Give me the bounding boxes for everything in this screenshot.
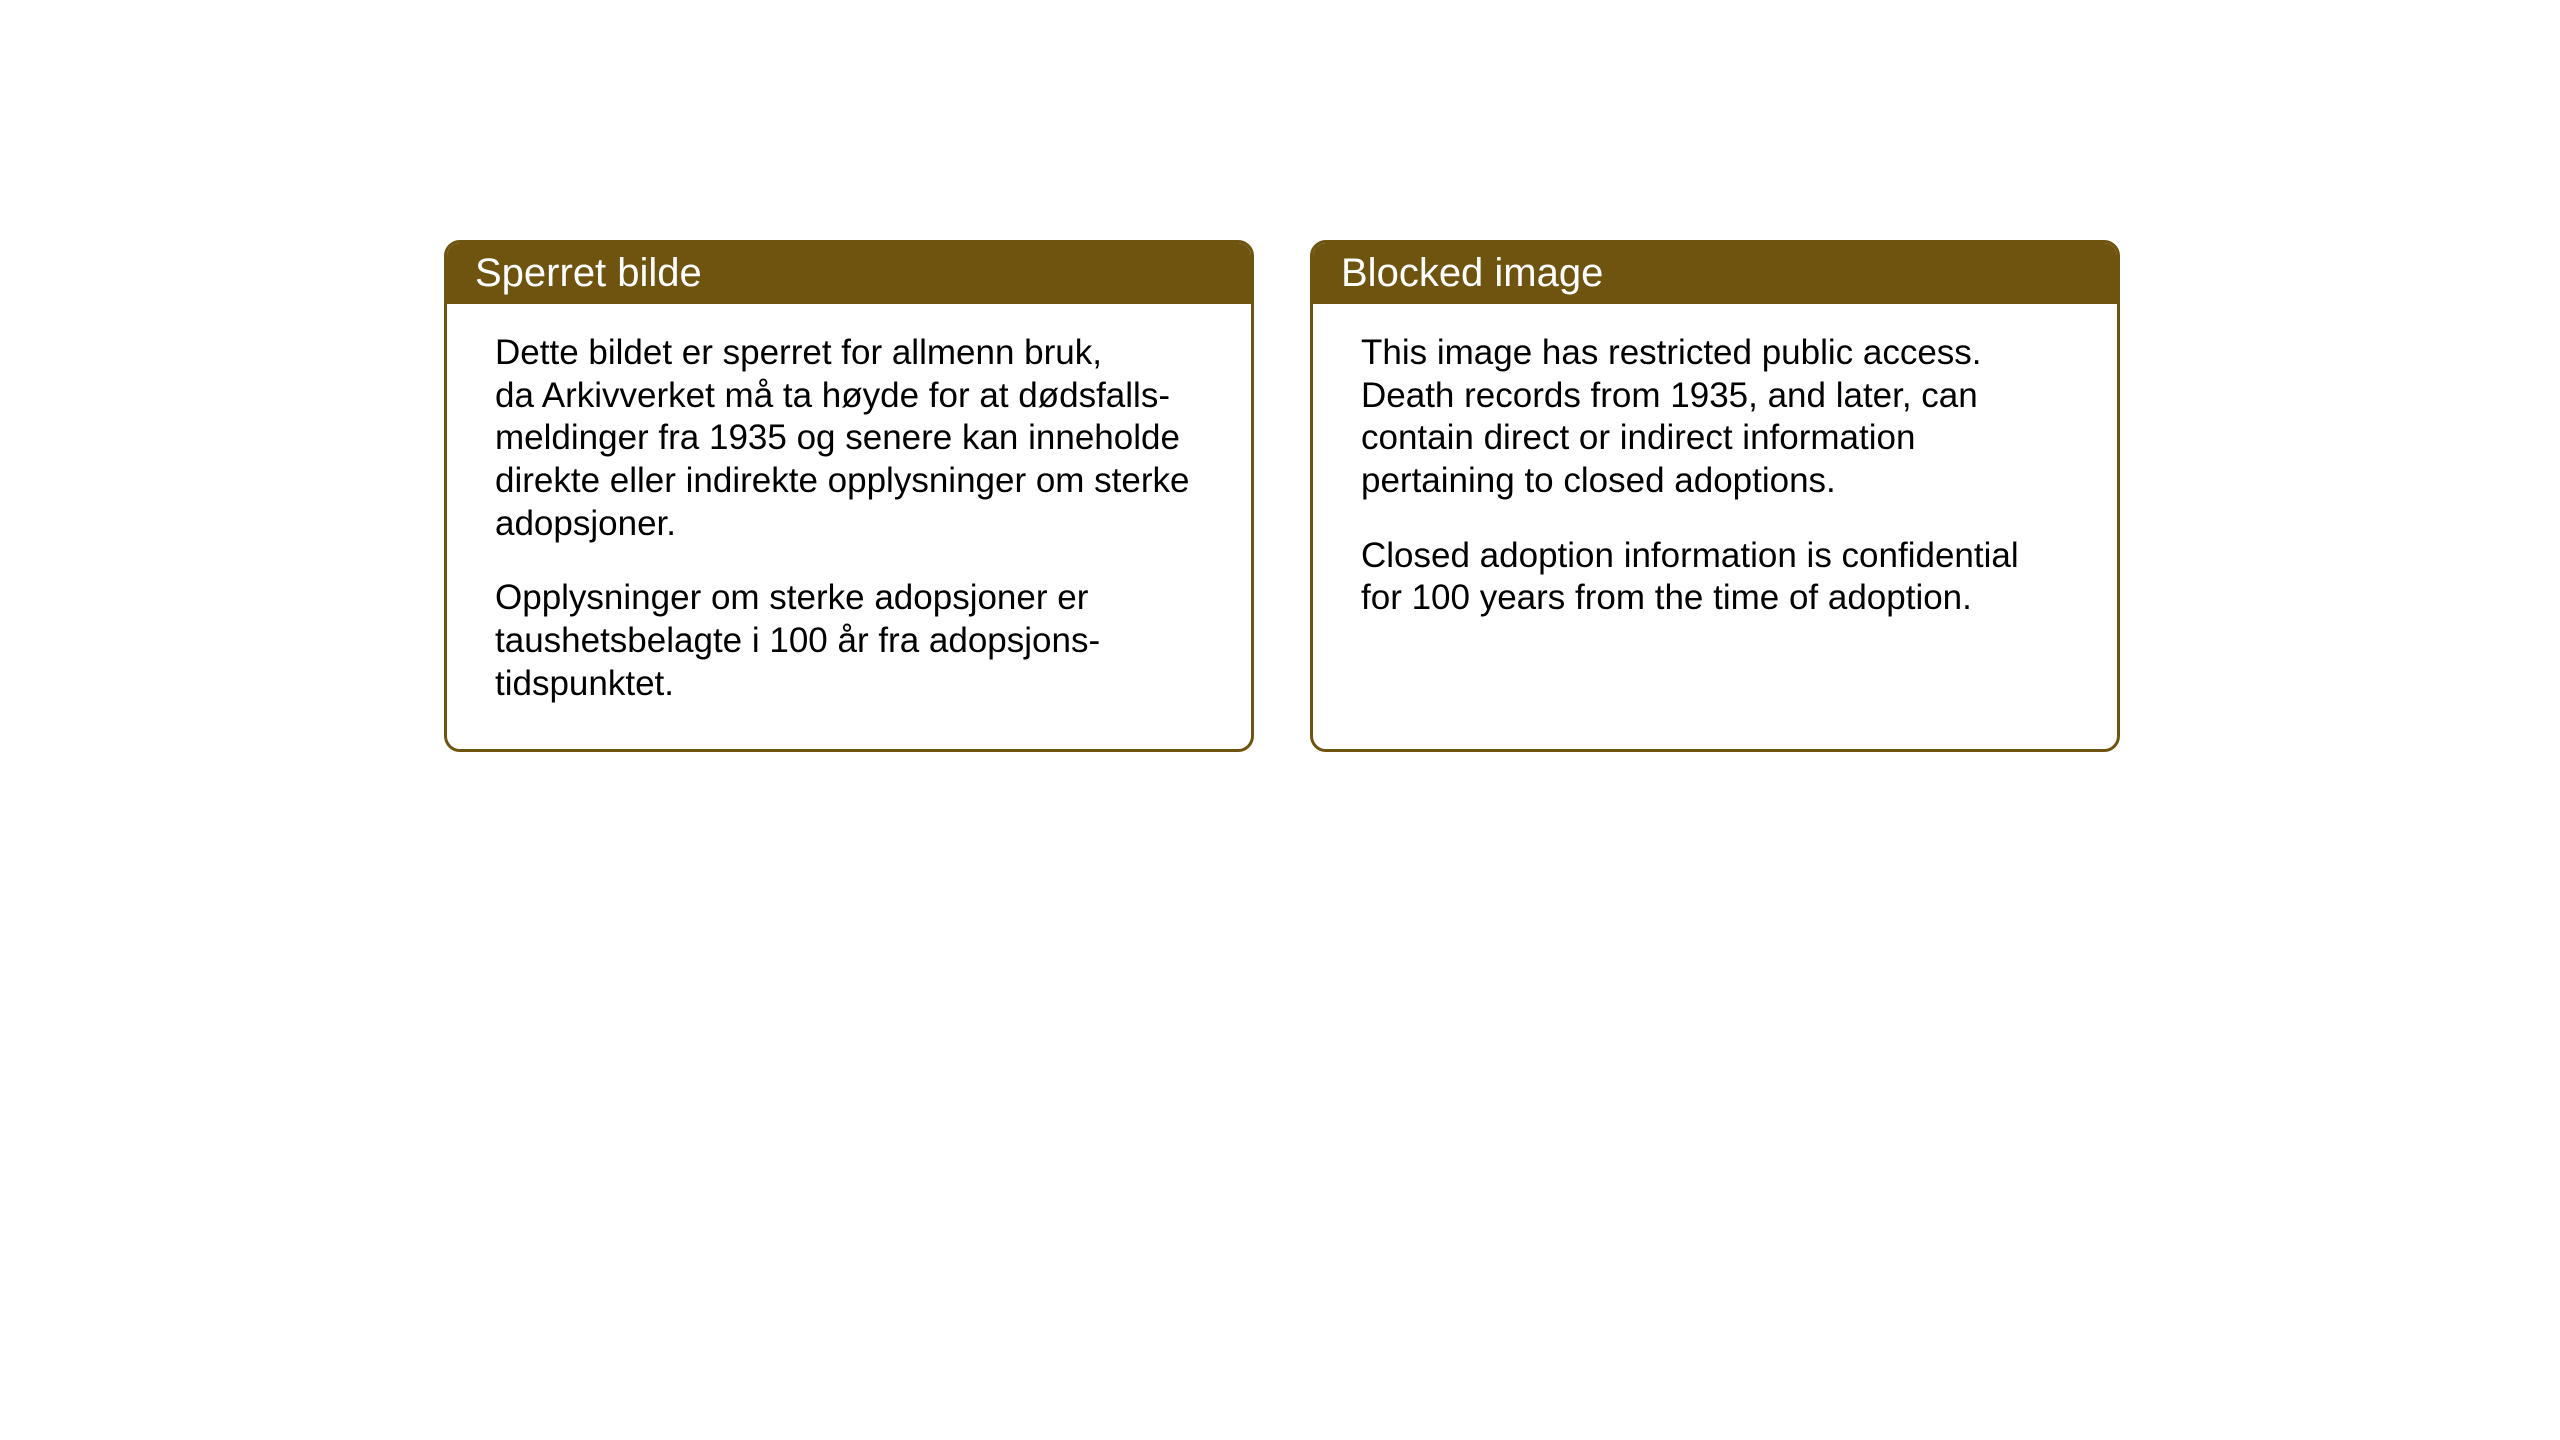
paragraph-1-english: This image has restricted public access.…	[1361, 332, 2069, 503]
paragraph-1-norwegian: Dette bildet er sperret for allmenn bruk…	[495, 332, 1203, 545]
paragraph-2-norwegian: Opplysninger om sterke adopsjoner er tau…	[495, 577, 1203, 705]
card-title-norwegian: Sperret bilde	[475, 251, 702, 295]
notice-card-english: Blocked image This image has restricted …	[1310, 240, 2120, 752]
notice-container: Sperret bilde Dette bildet er sperret fo…	[444, 240, 2120, 752]
card-header-norwegian: Sperret bilde	[447, 243, 1251, 304]
card-header-english: Blocked image	[1313, 243, 2117, 304]
paragraph-2-english: Closed adoption information is confident…	[1361, 535, 2069, 620]
card-title-english: Blocked image	[1341, 251, 1603, 295]
notice-card-norwegian: Sperret bilde Dette bildet er sperret fo…	[444, 240, 1254, 752]
card-body-norwegian: Dette bildet er sperret for allmenn bruk…	[447, 304, 1251, 742]
card-body-english: This image has restricted public access.…	[1313, 304, 2117, 656]
